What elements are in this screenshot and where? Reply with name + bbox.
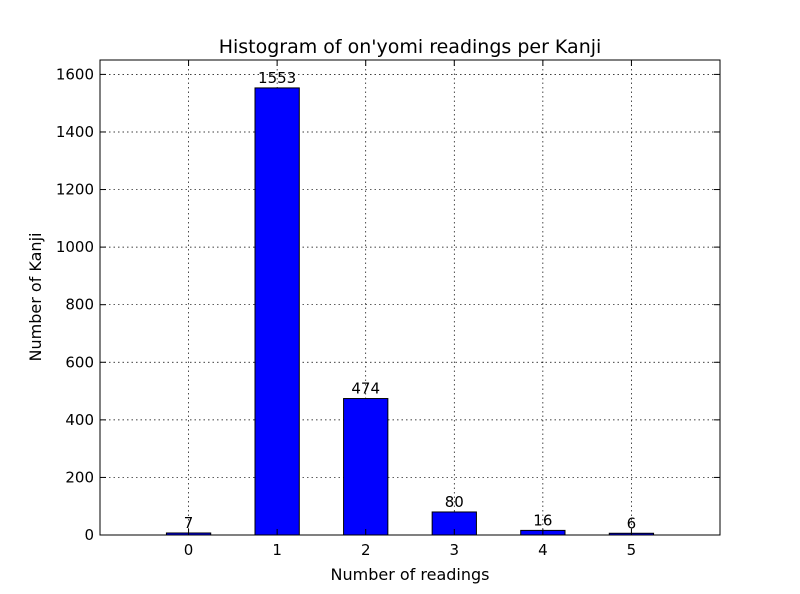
- data-labels-layer: 7 1553 474 80 16 6: [184, 69, 636, 532]
- data-label-4: 16: [533, 511, 552, 529]
- grid-layer: [100, 60, 720, 536]
- y-tick-label-400: 400: [65, 411, 94, 429]
- x-tick-label-0: 0: [184, 541, 194, 559]
- bar-1: [254, 87, 300, 536]
- x-tick-label-1: 1: [272, 541, 282, 559]
- data-label-1: 1553: [258, 69, 296, 87]
- y-tick-label-0: 0: [84, 526, 94, 544]
- y-axis-label: Number of Kanji: [26, 233, 45, 362]
- data-label-2: 474: [351, 380, 380, 398]
- y-tick-label-800: 800: [65, 296, 94, 314]
- x-tick-label-4: 4: [538, 541, 548, 559]
- bar-2: [343, 398, 389, 536]
- data-label-0: 7: [184, 514, 194, 532]
- y-tick-label-600: 600: [65, 353, 94, 371]
- y-tick-label-1000: 1000: [56, 238, 94, 256]
- y-tick-label-1400: 1400: [56, 123, 94, 141]
- data-label-3: 80: [445, 493, 464, 511]
- y-tick-label-1600: 1600: [56, 65, 94, 83]
- ticks-layer: 0 200 400 600 800 1000 1200 1400 1600 0 1 2 3 4 5: [56, 60, 720, 559]
- x-axis-label: Number of readings: [331, 565, 490, 584]
- y-tick-label-200: 200: [65, 468, 94, 486]
- x-tick-label-5: 5: [627, 541, 637, 559]
- y-tick-label-1200: 1200: [56, 181, 94, 199]
- x-tick-label-3: 3: [450, 541, 460, 559]
- data-label-5: 6: [627, 514, 637, 532]
- x-tick-label-2: 2: [361, 541, 371, 559]
- bars-layer: [165, 87, 655, 536]
- chart-title: Histogram of on'yomi readings per Kanji: [219, 36, 602, 58]
- plot-frame: [99, 59, 721, 536]
